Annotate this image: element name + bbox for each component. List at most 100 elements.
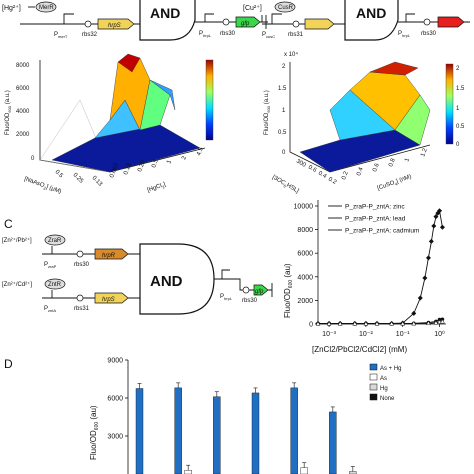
legend-swatch-as-hg: [369, 363, 378, 371]
panel-a-x2-tick: 0.063: [109, 162, 120, 179]
legend-swatch-as: [369, 373, 378, 381]
line-chart-y-tick-label: 2000: [297, 298, 313, 305]
panel-c-letter: C: [4, 217, 13, 231]
panel-b-surface-upper: [349, 71, 421, 131]
panel-c-reg1-shape: [44, 234, 66, 246]
line-chart-series: [315, 208, 445, 326]
panel-b-z-ticks: 2 1.5 1 0.5 0: [278, 64, 287, 156]
panel-a-surface-peak: [117, 53, 141, 73]
panel-b-and-gate: [344, 0, 399, 41]
line-chart-y-ticks: 0 2000 4000 6000 8000 10000: [294, 204, 318, 329]
legend-swatch-none: [369, 393, 378, 401]
panel-c-out-promoter: PhrpL: [220, 294, 233, 301]
bar: [251, 392, 260, 474]
panel-a-x2-tick: 1: [166, 159, 173, 165]
panel-a-z-ticks: 8000 6000 4000 2000 0: [16, 63, 35, 162]
line-chart-point: [437, 317, 442, 322]
bar-chart-y-tick-label: 3000: [107, 434, 123, 441]
panel-c-gene2-shape: [94, 292, 129, 304]
line-chart-point: [425, 255, 431, 261]
bar: [329, 411, 337, 474]
panel-a-regulator-shape: [35, 1, 57, 13]
panel-b-regulator: CusR: [278, 5, 294, 11]
panel-a-ylabel: Fluo/OD600 (a.u.): [5, 90, 12, 135]
panel-c-gene1: hrpR: [102, 253, 116, 259]
line-chart-point: [433, 214, 439, 220]
bar: [174, 387, 182, 474]
panel-c-out-rbs: rbs30: [242, 298, 258, 304]
panel-a-promoter-arrow: [63, 13, 74, 24]
bar: [300, 467, 308, 474]
panel-b-axes-frame: [289, 62, 431, 173]
panel-b-x2-tick: 0.2: [341, 170, 350, 181]
bar-chart: D 3000 6000 9000 Fluo/OD600 (au) As + Hg A…: [4, 357, 402, 474]
panel-a-rbs: rbs32: [82, 32, 98, 38]
panel-a-out-promoter: PhrpL: [199, 31, 212, 38]
panel-c-rbs2: rbs31: [74, 306, 90, 312]
line-chart-point: [437, 208, 443, 214]
line-chart-ylabel: Fluo/OD600 (au): [283, 263, 294, 318]
bar-chart-ylabel: Fluo/OD600 (au): [89, 405, 100, 460]
panel-a-x2-tick: 0.5: [151, 158, 160, 169]
panel-d-letter: D: [4, 357, 13, 371]
line-chart-point: [352, 321, 358, 326]
legend-label: None: [380, 396, 395, 402]
line-chart-x-tick-label: 10⁻¹: [396, 331, 410, 338]
bar-chart-y-tick-label: 6000: [107, 396, 123, 403]
panel-c-reg1: ZraR: [48, 238, 62, 244]
panel-b-surface-plot: x 10⁴ 2 1.5 1 0.5 0 Fluo/OD600 (a.u.) 30…: [264, 51, 465, 196]
bar-chart-y-tick-label: 9000: [107, 358, 123, 365]
bar: [184, 470, 192, 474]
panel-a-x1-tick: 0.13: [91, 175, 104, 188]
line-chart-point: [440, 319, 445, 324]
panel-b-z-tick: 1.5: [278, 86, 287, 92]
line-chart-legend: P_zraP-P_zntA: zinc P_zraP-P_zntA: lead P_…: [328, 204, 419, 235]
panel-b-out-rbs-shape: [423, 18, 431, 26]
panel-a-inducer: [Hg²⁺]: [2, 5, 21, 12]
panel-c-inducer-1: [Zn²⁺/Pb²⁺]: [2, 237, 32, 244]
panel-a-out-promoter-arrow: [204, 13, 214, 22]
panel-a-reporter-shape: [235, 16, 261, 28]
panel-c-circuit: C [Zn²⁺/Pb²⁺] ZraR hrpR PzraP rbs30 [Zn²…: [2, 217, 273, 315]
panel-b-colorbar-ticks: 2 1.5 1 0.5 0: [456, 66, 465, 148]
panel-b-promoter: PcusC: [262, 32, 275, 39]
panel-a-z-tick: 4000: [16, 109, 30, 115]
line-chart-point: [422, 275, 428, 281]
panel-b-z-tick: 2: [282, 64, 286, 70]
panel-a-out-rbs: rbs30: [220, 31, 236, 37]
panel-b-z-tick: 0.5: [278, 130, 287, 136]
panel-a-and-gate: [139, 0, 196, 41]
panel-a-rbs-shape: [84, 20, 92, 28]
panel-c-rbs2-shape: [76, 294, 84, 302]
legend-swatch-hg: [369, 383, 378, 391]
panel-b-colorbar-tick: 0.5: [456, 124, 465, 130]
panel-a-surface-floor: [51, 124, 201, 173]
legend-label: As + Hg: [380, 366, 402, 372]
panel-b-x1-tick: 0.2: [327, 177, 338, 187]
panel-a-x1-tick: 0.5: [54, 169, 65, 180]
panel-b-out-promoter-arrow: [405, 13, 415, 22]
legend-label: Hg: [380, 386, 388, 392]
panel-c-terminator: [268, 283, 273, 297]
panel-a-x2-tick: 0.13: [123, 162, 133, 176]
line-chart-point: [411, 321, 417, 326]
panel-b-x1label: [3OC6HSL]: [271, 175, 300, 196]
dose-response-line-chart: 0 2000 4000 6000 8000 10000 10⁻³ 10⁻² 10⁻¹ 10⁰ F…: [283, 200, 446, 354]
panel-c-out-rbs-shape: [242, 286, 250, 294]
line-chart-x-tick-label: 10⁻³: [322, 331, 336, 338]
line-chart-x-tick-label: 10⁻²: [359, 331, 373, 338]
panel-a-x1-tick: 0.25: [72, 172, 85, 185]
panel-b-ylabel: Fluo/OD600 (a.u.): [264, 90, 271, 135]
panel-b-x2-tick: 0.8: [388, 157, 397, 168]
panel-b-colorbar: [445, 63, 454, 145]
line-chart-point: [426, 320, 431, 326]
panel-b-promoter-arrow: [271, 13, 282, 24]
line-chart-y-tick-label: 4000: [297, 274, 313, 281]
panel-b-x2-tick: 1: [404, 157, 411, 163]
panel-c-rbs1: rbs30: [74, 262, 90, 268]
bar: [135, 388, 144, 474]
line-chart-y-tick-label: 6000: [297, 251, 313, 258]
panel-b-z-tick: 1: [282, 108, 286, 114]
panel-b-x1-tick: 0.6: [307, 165, 318, 175]
panel-c-prom2: PzntA: [44, 306, 56, 313]
